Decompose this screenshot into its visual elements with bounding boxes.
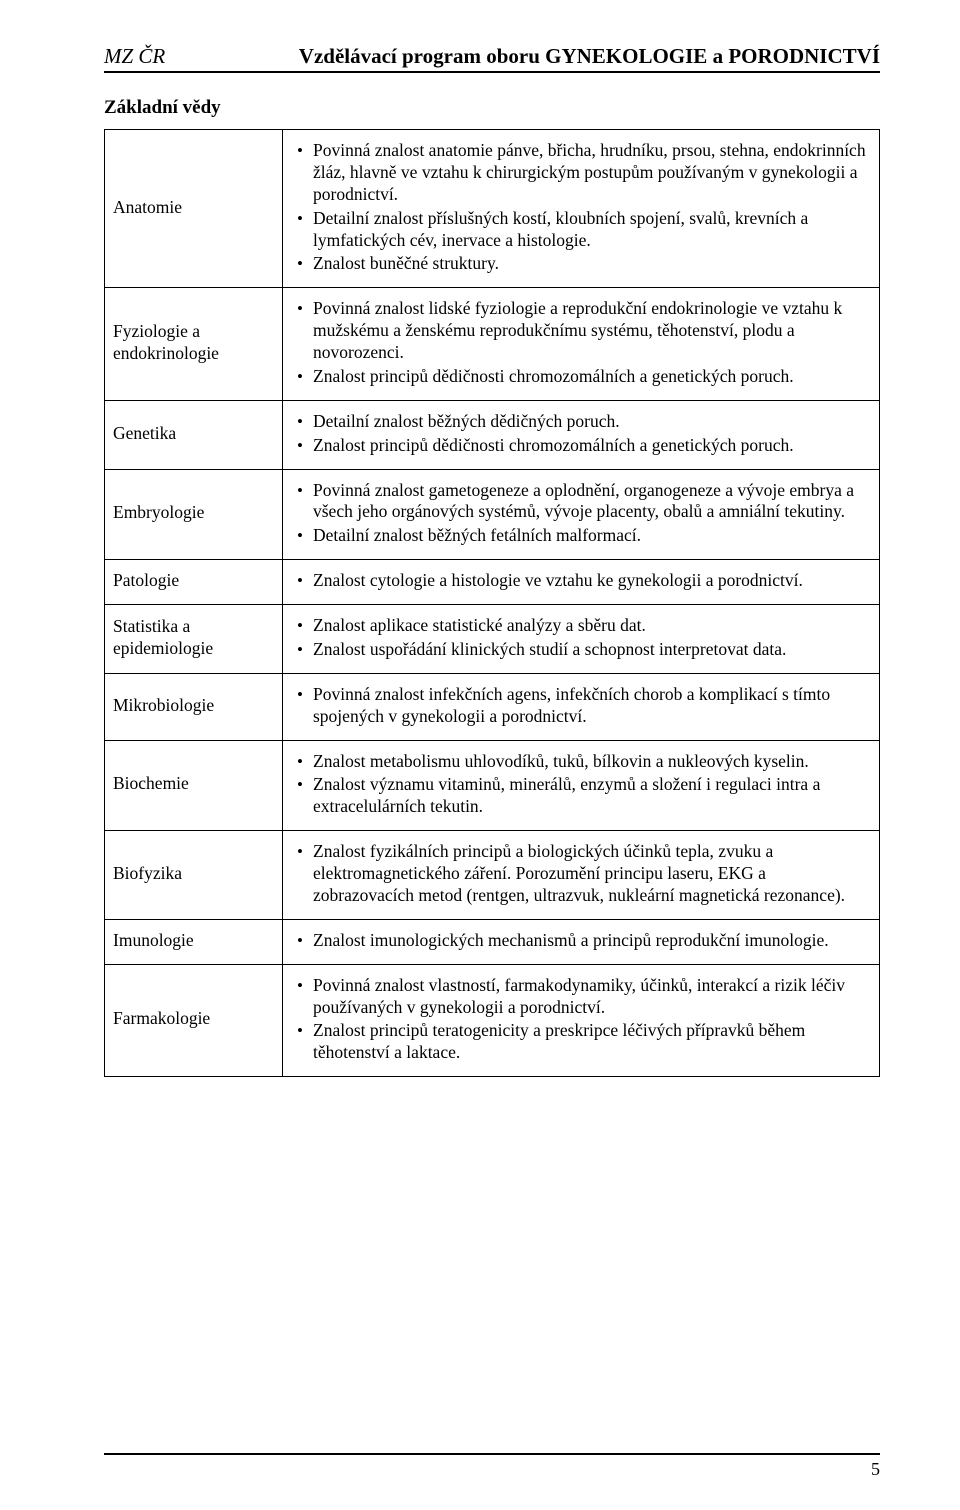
bullet-item: Povinná znalost lidské fyziologie a repr… — [293, 298, 869, 364]
bullet-list: Povinná znalost vlastností, farmakodynam… — [293, 975, 869, 1065]
table-row: Biochemie Znalost metabolismu uhlovodíků,… — [105, 740, 880, 831]
subject-content: Znalost aplikace statistické analýzy a s… — [283, 605, 880, 674]
table-row: BiofyzikaZnalost fyzikálních principů a … — [105, 831, 880, 920]
bullet-item: Povinná znalost anatomie pánve, břicha, … — [293, 140, 869, 206]
section-title: Základní vědy — [104, 97, 880, 119]
bullet-item: Povinná znalost infekčních agens, infekč… — [293, 684, 869, 728]
bullet-item: Detailní znalost běžných dědičných poruc… — [293, 411, 869, 433]
subject-content: Znalost imunologických mechanismů a prin… — [283, 919, 880, 964]
subject-content: Povinná znalost gametogeneze a oplodnění… — [283, 469, 880, 560]
bullet-item: Znalost principů dědičnosti chromozomáln… — [293, 435, 869, 457]
table-row: FarmakologiePovinná znalost vlastností, … — [105, 964, 880, 1077]
table-row: Fyziologie a endokrinologiePovinná znalo… — [105, 288, 880, 401]
subject-content: Znalost metabolismu uhlovodíků, tuků, bí… — [283, 740, 880, 831]
bullet-list: Detailní znalost běžných dědičných poruc… — [293, 411, 869, 457]
bullet-list: Znalost imunologických mechanismů a prin… — [293, 930, 869, 952]
bullet-list: Znalost cytologie a histologie ve vztahu… — [293, 570, 869, 592]
bullet-item: Povinná znalost gametogeneze a oplodnění… — [293, 480, 869, 524]
bullet-item: Znalost fyzikálních principů a biologick… — [293, 841, 869, 907]
bullet-list: Povinná znalost anatomie pánve, břicha, … — [293, 140, 869, 275]
bullet-item: Znalost principů dědičnosti chromozomáln… — [293, 366, 869, 388]
table-row: Patologie Znalost cytologie a histologie … — [105, 560, 880, 605]
subject-label: Farmakologie — [105, 964, 283, 1077]
bullet-list: Povinná znalost infekčních agens, infekč… — [293, 684, 869, 728]
table-row: AnatomiePovinná znalost anatomie pánve, … — [105, 130, 880, 288]
table-row: Imunologie Znalost imunologických mechani… — [105, 919, 880, 964]
subject-content: Povinná znalost lidské fyziologie a repr… — [283, 288, 880, 401]
bullet-item: Znalost významu vitaminů, minerálů, enzy… — [293, 774, 869, 818]
subject-label: Genetika — [105, 400, 283, 469]
bullet-item: Znalost imunologických mechanismů a prin… — [293, 930, 869, 952]
subject-label: Biochemie — [105, 740, 283, 831]
subject-label: Mikrobiologie — [105, 673, 283, 740]
bullet-item: Znalost principů teratogenicity a preskr… — [293, 1020, 869, 1064]
subject-label: Patologie — [105, 560, 283, 605]
subject-content: Povinná znalost vlastností, farmakodynam… — [283, 964, 880, 1077]
table-row: Statistika a epidemiologie Znalost aplika… — [105, 605, 880, 674]
subject-label: Imunologie — [105, 919, 283, 964]
page-header: MZ ČR Vzdělávací program oboru GYNEKOLOG… — [104, 44, 880, 73]
bullet-list: Znalost fyzikálních principů a biologick… — [293, 841, 869, 907]
page-number: 5 — [104, 1453, 880, 1480]
bullet-list: Znalost aplikace statistické analýzy a s… — [293, 615, 869, 661]
bullet-list: Znalost metabolismu uhlovodíků, tuků, bí… — [293, 751, 869, 819]
subject-label: Statistika a epidemiologie — [105, 605, 283, 674]
bullet-item: Znalost metabolismu uhlovodíků, tuků, bí… — [293, 751, 869, 773]
subject-content: Povinná znalost anatomie pánve, břicha, … — [283, 130, 880, 288]
bullet-item: Detailní znalost příslušných kostí, klou… — [293, 208, 869, 252]
bullet-list: Povinná znalost gametogeneze a oplodnění… — [293, 480, 869, 548]
bullet-list: Povinná znalost lidské fyziologie a repr… — [293, 298, 869, 388]
subject-content: Povinná znalost infekčních agens, infekč… — [283, 673, 880, 740]
subjects-table: AnatomiePovinná znalost anatomie pánve, … — [104, 129, 880, 1077]
subject-label: Anatomie — [105, 130, 283, 288]
subject-label: Biofyzika — [105, 831, 283, 920]
bullet-item: Povinná znalost vlastností, farmakodynam… — [293, 975, 869, 1019]
header-right: Vzdělávací program oboru GYNEKOLOGIE a P… — [299, 44, 880, 69]
subject-label: Fyziologie a endokrinologie — [105, 288, 283, 401]
bullet-item: Znalost uspořádání klinických studií a s… — [293, 639, 869, 661]
bullet-item: Znalost buněčné struktury. — [293, 253, 869, 275]
table-row: Genetika Detailní znalost běžných dědičný… — [105, 400, 880, 469]
header-left: MZ ČR — [104, 44, 165, 69]
subject-content: Znalost fyzikálních principů a biologick… — [283, 831, 880, 920]
table-row: MikrobiologiePovinná znalost infekčních … — [105, 673, 880, 740]
bullet-item: Detailní znalost běžných fetálních malfo… — [293, 525, 869, 547]
subject-content: Detailní znalost běžných dědičných poruc… — [283, 400, 880, 469]
page: MZ ČR Vzdělávací program oboru GYNEKOLOG… — [0, 0, 960, 1510]
bullet-item: Znalost cytologie a histologie ve vztahu… — [293, 570, 869, 592]
subject-content: Znalost cytologie a histologie ve vztahu… — [283, 560, 880, 605]
subject-label: Embryologie — [105, 469, 283, 560]
table-row: EmbryologiePovinná znalost gametogeneze … — [105, 469, 880, 560]
bullet-item: Znalost aplikace statistické analýzy a s… — [293, 615, 869, 637]
